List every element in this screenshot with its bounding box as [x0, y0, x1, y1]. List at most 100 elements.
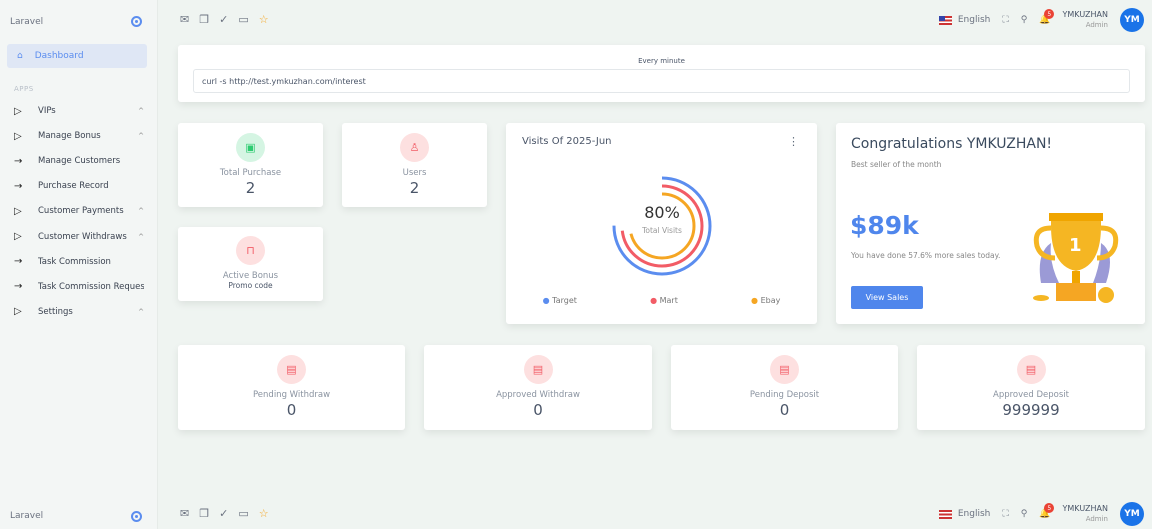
sidebar-item-label: Settings	[38, 306, 73, 317]
sidebar-item[interactable]: ▷ Manage Bonus ^	[14, 128, 144, 144]
legend-item[interactable]: ● Ebay	[751, 296, 780, 305]
notification-badge: 5	[1044, 503, 1055, 513]
stat-label: Pending Withdraw	[252, 390, 331, 400]
legend-dot: ●	[751, 296, 761, 305]
chevron-up-icon: ^	[138, 132, 144, 141]
star-icon[interactable]: ☆	[258, 507, 269, 520]
arrow-right-icon: →	[14, 256, 23, 268]
sidebar-item[interactable]: → Purchase Record	[14, 178, 144, 194]
cron-card: Every minute	[178, 45, 1145, 102]
center-label: Total Visits	[642, 226, 682, 235]
stat-value: 999999	[1002, 401, 1060, 419]
stat-value: 0	[286, 401, 297, 419]
visits-chart-card: Visits Of 2025-Jun ⋮ 80% Total Visits ● …	[506, 123, 817, 324]
chevron-up-icon: ^	[138, 107, 144, 115]
sidebar-item[interactable]: ▷ VIPs ^	[14, 103, 144, 119]
check-circle-icon[interactable]: ✓	[219, 13, 229, 26]
radial-bar-ebay	[628, 192, 696, 260]
sidebar-item[interactable]: → Task Commission	[14, 254, 144, 270]
active-bonus-card: ⊓ Active Bonus Promo code	[178, 227, 323, 301]
sales-amount: $89k	[850, 211, 919, 240]
user-role: Admin	[1085, 21, 1108, 29]
stat-value: 0	[779, 401, 790, 419]
sidebar-item[interactable]: ▷ Customer Withdraws ^	[14, 229, 144, 245]
user-name: YMKUZHAN	[1062, 10, 1109, 19]
legend-label: Ebay	[760, 296, 781, 305]
calendar-icon: ▤	[277, 355, 306, 384]
sidebar-item[interactable]: → Task Commission Requests	[14, 279, 144, 295]
radial-bar-mart	[620, 184, 704, 268]
mail-icon[interactable]: ✉	[180, 13, 190, 26]
cron-label: Every minute	[638, 57, 685, 65]
sidebar-item-label: VIPs	[38, 106, 56, 116]
pending-withdraw-card: ▤ Pending Withdraw 0	[178, 345, 405, 430]
congrats-title: Congratulations YMKUZHAN!	[851, 136, 1053, 152]
play-icon: ▷	[14, 306, 22, 318]
play-icon: ▷	[14, 231, 22, 242]
legend-dot: ●	[542, 296, 553, 305]
sidebar-item-label: Manage Bonus	[38, 131, 101, 142]
chat-icon[interactable]: ❐	[199, 507, 210, 520]
sidebar-item-label: Task Commission	[38, 256, 111, 267]
sidebar-item-label: Purchase Record	[38, 181, 109, 192]
sales-text: You have done 57.6% more sales today.	[851, 251, 1001, 260]
sidebar-item-label: Customer Withdraws	[38, 231, 127, 242]
trophy-illustration: 1	[1033, 213, 1119, 303]
calendar-icon: ▤	[770, 355, 799, 384]
play-icon: ▷	[14, 205, 22, 217]
avatar[interactable]: YM	[1120, 8, 1144, 32]
brand: Laravel	[10, 17, 44, 27]
arrow-right-icon: →	[14, 155, 23, 167]
user-role: Admin	[1085, 515, 1108, 523]
cron-command-input[interactable]	[193, 69, 1130, 93]
mail-icon[interactable]: ✉	[180, 507, 190, 520]
sidebar-item[interactable]: ▷ Customer Payments ^	[14, 203, 144, 219]
stat-label: Total Purchase	[219, 168, 282, 178]
sidebar-item-label: Manage Customers	[38, 156, 121, 167]
approved-deposit-card: ▤ Approved Deposit 999999	[917, 345, 1145, 430]
avatar[interactable]: YM	[1120, 502, 1144, 526]
chevron-up-icon: ^	[138, 207, 144, 216]
legend-item[interactable]: ● Mart	[650, 296, 678, 305]
calendar-icon[interactable]: ▭	[238, 13, 249, 26]
stat-label: Pending Deposit	[749, 390, 820, 400]
calendar-icon[interactable]: ▭	[238, 507, 249, 520]
language-select[interactable]: English	[957, 15, 991, 25]
arrow-right-icon: →	[14, 281, 23, 293]
search-icon[interactable]: ⚲	[1020, 15, 1028, 25]
bell-icon[interactable]: 🔔 5	[1039, 503, 1055, 519]
check-circle-icon[interactable]: ✓	[219, 507, 229, 520]
bell-icon[interactable]: 🔔 5	[1039, 9, 1055, 25]
promo-code-link[interactable]: Promo code	[228, 281, 273, 290]
footer-toggle-icon[interactable]	[131, 511, 142, 522]
flag-us-icon	[938, 509, 952, 519]
arrow-right-icon: →	[14, 180, 23, 192]
language-select[interactable]: English	[957, 509, 991, 519]
sidebar-item-label: Dashboard	[34, 51, 84, 61]
stat-label: Approved Withdraw	[496, 390, 580, 400]
chart-title: Visits Of 2025-Jun	[522, 136, 612, 147]
notification-badge: 5	[1044, 9, 1055, 19]
legend-item[interactable]: ● Target	[543, 296, 577, 305]
sidebar-item[interactable]: ▷ Settings ^	[14, 304, 144, 320]
user-name: YMKUZHAN	[1062, 504, 1109, 513]
sidebar-item-dashboard[interactable]: ⌂ Dashboard	[7, 44, 147, 68]
congrats-card: Congratulations YMKUZHAN! Best seller of…	[836, 123, 1145, 324]
pending-deposit-card: ▤ Pending Deposit 0	[671, 345, 898, 430]
view-sales-button[interactable]: View Sales	[851, 286, 923, 309]
fullscreen-icon[interactable]: ⛶	[1002, 509, 1009, 519]
fullscreen-icon[interactable]: ⛶	[1002, 15, 1009, 25]
more-vertical-icon[interactable]: ⋮	[788, 135, 799, 148]
sidebar-toggle-icon[interactable]	[131, 16, 142, 27]
home-icon: ⌂	[17, 51, 23, 61]
chat-icon[interactable]: ❐	[199, 13, 210, 26]
section-label: APPS	[14, 85, 34, 93]
flag-us-icon	[938, 15, 952, 25]
topbar: ✉ ❐ ✓ ▭ ☆ English ⛶ ⚲ 🔔 5 YMKUZHAN Admin YM	[158, 0, 1152, 40]
legend-label: Mart	[659, 296, 678, 305]
star-icon[interactable]: ☆	[258, 13, 269, 26]
search-icon[interactable]: ⚲	[1020, 509, 1028, 519]
shopping-bag-icon: ▣	[236, 133, 265, 162]
user-icon: ♙	[400, 133, 429, 162]
sidebar-item[interactable]: → Manage Customers	[14, 153, 144, 169]
